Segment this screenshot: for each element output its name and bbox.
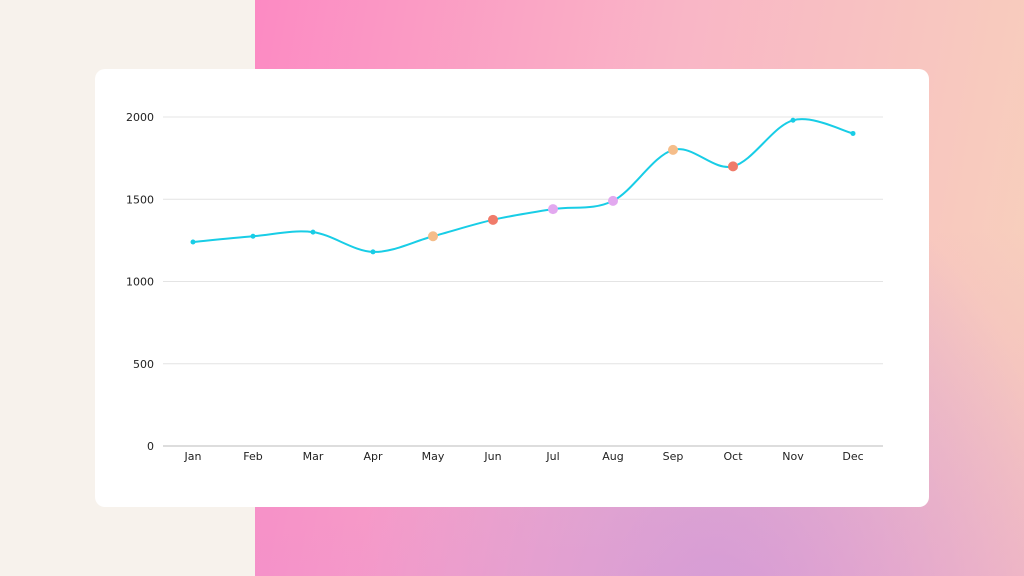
data-point <box>850 130 856 136</box>
x-tick-label: Apr <box>363 450 383 463</box>
x-tick-label: Jun <box>483 450 501 463</box>
data-point <box>728 161 738 172</box>
x-tick-label: Dec <box>842 450 863 463</box>
data-point <box>548 204 558 215</box>
x-tick-label: Feb <box>243 450 262 463</box>
series-line <box>192 118 854 253</box>
data-point <box>790 117 796 123</box>
x-tick-label: Nov <box>782 450 804 463</box>
x-tick-label: Aug <box>602 450 623 463</box>
chart-card <box>95 69 929 507</box>
x-tick-label: Jul <box>545 450 559 463</box>
x-tick-label: May <box>422 450 445 463</box>
y-tick-label: 2000 <box>126 111 154 124</box>
x-tick-label: Jan <box>184 450 202 463</box>
data-point <box>310 229 316 235</box>
data-point <box>428 231 438 242</box>
x-tick-label: Mar <box>303 450 324 463</box>
data-point <box>488 214 498 225</box>
y-tick-label: 1000 <box>126 276 154 289</box>
data-point <box>608 195 618 206</box>
x-tick-label: Oct <box>723 450 743 463</box>
data-point <box>250 233 256 239</box>
y-tick-label: 500 <box>133 358 154 371</box>
data-point <box>370 249 376 255</box>
y-tick-label: 1500 <box>126 193 154 206</box>
data-point <box>668 144 678 155</box>
y-tick-label: 0 <box>147 440 154 453</box>
data-point <box>190 239 196 245</box>
x-tick-label: Sep <box>663 450 684 463</box>
